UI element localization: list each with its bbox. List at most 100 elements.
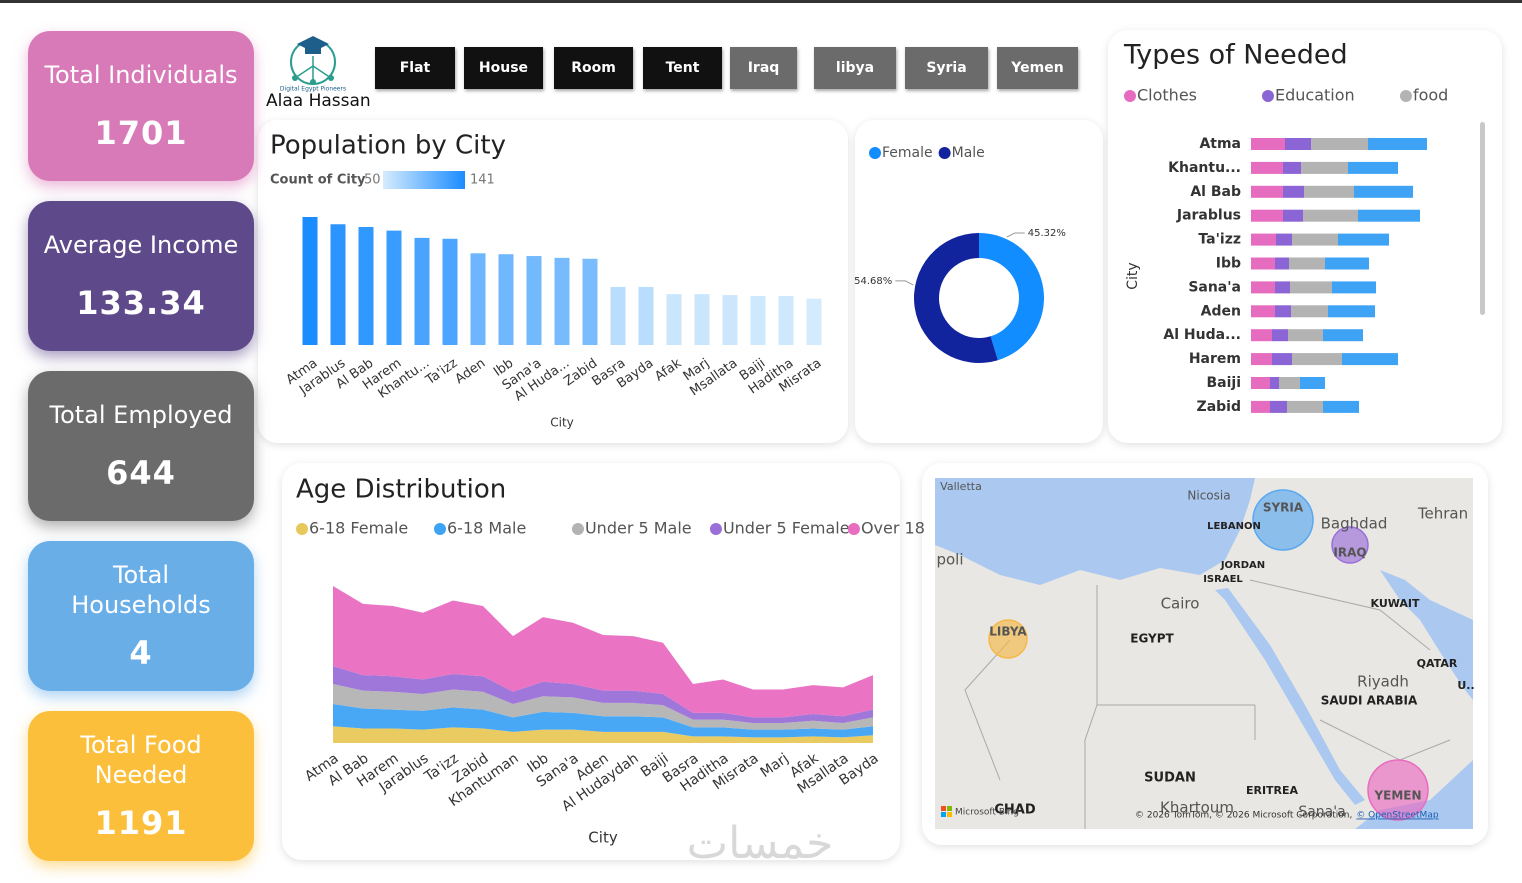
map-bubble bbox=[1331, 526, 1369, 564]
bar bbox=[302, 217, 318, 345]
map-label: Valletta bbox=[940, 480, 982, 493]
bar bbox=[610, 286, 626, 345]
bar-segment bbox=[1303, 209, 1358, 222]
legend-label: Over 18 bbox=[861, 519, 925, 538]
map-label: SAUDI ARABIA bbox=[1321, 694, 1418, 708]
y-tick-label: Sana'a bbox=[1188, 279, 1241, 295]
bar-segment bbox=[1270, 400, 1287, 413]
map-label: ISRAEL bbox=[1203, 574, 1243, 585]
bar bbox=[554, 257, 570, 345]
filter-button[interactable]: libya bbox=[814, 47, 896, 89]
bar-segment bbox=[1251, 138, 1285, 150]
panel bbox=[855, 120, 1103, 443]
bar bbox=[722, 295, 738, 345]
legend-marker bbox=[296, 523, 308, 535]
filter-button[interactable]: Syria bbox=[905, 47, 988, 89]
bar bbox=[470, 253, 486, 345]
legend-marker bbox=[1261, 90, 1274, 102]
y-tick-label: Aden bbox=[1201, 303, 1241, 319]
filter-button[interactable]: Flat bbox=[375, 47, 455, 89]
donut-slice bbox=[913, 233, 998, 364]
legend-title: Count of City bbox=[270, 173, 366, 188]
bar bbox=[526, 256, 542, 345]
area bbox=[333, 683, 873, 730]
legend-label: Male bbox=[952, 145, 985, 161]
bar-segment bbox=[1275, 281, 1290, 294]
bar-segment bbox=[1251, 305, 1275, 318]
y-tick-label: Zabid bbox=[1197, 399, 1241, 415]
y-tick-label: Al Huda... bbox=[1163, 327, 1241, 343]
bar-segment bbox=[1323, 400, 1359, 413]
bar bbox=[666, 294, 682, 345]
bubble-label: SYRIA bbox=[1263, 501, 1304, 515]
chart-title: Types of Needed bbox=[1123, 40, 1348, 71]
legend-label: 6-18 Male bbox=[447, 519, 526, 538]
legend-label: 6-18 Female bbox=[309, 519, 408, 538]
legend-marker bbox=[869, 147, 881, 159]
y-tick-label: Atma bbox=[1199, 136, 1241, 152]
map-bubble bbox=[988, 619, 1028, 659]
y-tick-label: Jarablus bbox=[1176, 208, 1241, 224]
x-axis-title: City bbox=[588, 829, 618, 847]
filter-button[interactable]: Iraq bbox=[730, 47, 797, 89]
bar-segment bbox=[1251, 329, 1272, 342]
bar-segment bbox=[1291, 305, 1328, 318]
author: Alaa Hassan bbox=[266, 91, 371, 111]
bar-segment bbox=[1251, 185, 1283, 198]
bar-segment bbox=[1276, 233, 1292, 246]
kpi-card: Total Individuals 1701 bbox=[28, 31, 254, 181]
filter-button[interactable]: Tent bbox=[643, 47, 722, 89]
brand-icon bbox=[947, 806, 952, 811]
chart-title: Age Distribution bbox=[296, 475, 506, 505]
bubble-label: YEMEN bbox=[1373, 789, 1421, 803]
legend-label: Under 5 Male bbox=[585, 519, 692, 538]
bubble-label: LIBYA bbox=[989, 625, 1027, 639]
sea bbox=[1215, 588, 1365, 805]
bar-segment bbox=[1311, 138, 1368, 150]
leader-line bbox=[895, 280, 914, 286]
kpi-value: 4 bbox=[129, 633, 153, 672]
kpi-title: Total Households bbox=[71, 561, 211, 620]
map-label: Khartoum bbox=[1160, 799, 1234, 817]
bar-segment bbox=[1285, 138, 1311, 150]
kpi-card: Total Food Needed 1191 bbox=[28, 711, 254, 861]
logo-text: Digital Egypt Pioneers bbox=[280, 86, 346, 93]
legend-gradient bbox=[383, 171, 465, 189]
panel bbox=[258, 120, 848, 443]
bar bbox=[694, 294, 710, 345]
kpi-title: Total Employed bbox=[49, 401, 233, 430]
bar-segment bbox=[1251, 377, 1270, 389]
bar-segment bbox=[1251, 400, 1270, 413]
bar bbox=[806, 298, 822, 345]
filter-button[interactable]: Yemen bbox=[997, 47, 1078, 89]
legend-marker bbox=[1124, 90, 1136, 102]
data-label: 54.68% bbox=[854, 276, 892, 287]
area bbox=[333, 726, 873, 743]
filter-button[interactable]: House bbox=[464, 47, 543, 89]
kpi-card: Total Households 4 bbox=[28, 541, 254, 691]
legend-min: 50 bbox=[364, 173, 381, 188]
map-label: CHAD bbox=[994, 803, 1035, 818]
map-attribution-link: © OpenStreetMap bbox=[1356, 811, 1439, 821]
bar-segment bbox=[1287, 400, 1323, 413]
kpi-title: Average Income bbox=[43, 231, 239, 260]
bar-segment bbox=[1304, 185, 1354, 198]
filter-button[interactable]: Room bbox=[554, 47, 633, 89]
bar-segment bbox=[1292, 353, 1342, 366]
kpi-card: Total Employed 644 bbox=[28, 371, 254, 521]
bar-segment bbox=[1272, 353, 1292, 366]
map-label: ERITREA bbox=[1246, 784, 1299, 797]
x-axis-title: City bbox=[550, 416, 574, 430]
bar bbox=[386, 230, 402, 345]
legend-label: Education bbox=[1275, 86, 1355, 105]
legend-marker bbox=[709, 523, 722, 535]
map-attribution: © 2026 TomTom, © 2026 Microsoft Corporat… bbox=[1135, 811, 1352, 821]
bar-segment bbox=[1272, 329, 1288, 342]
bar-segment bbox=[1283, 209, 1303, 222]
legend-marker bbox=[938, 147, 951, 159]
bar-segment bbox=[1288, 329, 1323, 342]
map-label: LEBANON bbox=[1207, 521, 1261, 532]
bar bbox=[498, 254, 514, 345]
bar-segment bbox=[1348, 161, 1398, 174]
legend-marker bbox=[571, 523, 584, 535]
